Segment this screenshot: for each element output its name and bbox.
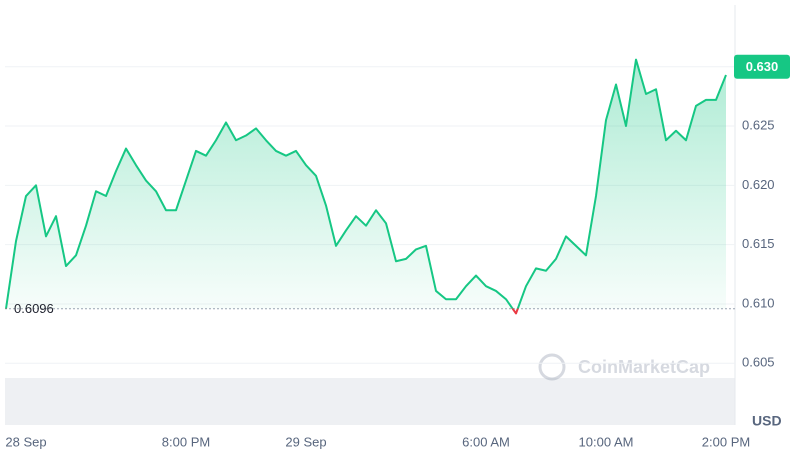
area [6,59,726,314]
y-tick-label: 0.620 [742,177,775,192]
x-tick-label: 2:00 PM [702,434,750,449]
x-tick-label: 6:00 AM [462,434,510,449]
watermark-logo [538,353,566,381]
price-tag-label: 0.630 [746,59,779,74]
x-tick-label: 28 Sep [5,434,46,449]
x-tick-label: 29 Sep [285,434,326,449]
y-tick-label: 0.610 [742,295,775,310]
x-tick-label: 10:00 AM [579,434,634,449]
watermark: CoinMarketCap [538,353,710,381]
y-tick-label: 0.605 [742,355,775,370]
y-tick-label: 0.615 [742,236,775,251]
y-tick-label: 0.625 [742,117,775,132]
price-tag [734,54,790,79]
volume-band [5,378,735,425]
x-tick-label: 8:00 PM [162,434,210,449]
watermark-text: CoinMarketCap [578,357,710,377]
currency-label: USD [752,413,782,429]
price-line [5,58,727,315]
reference-label: 0.6096 [14,301,54,316]
